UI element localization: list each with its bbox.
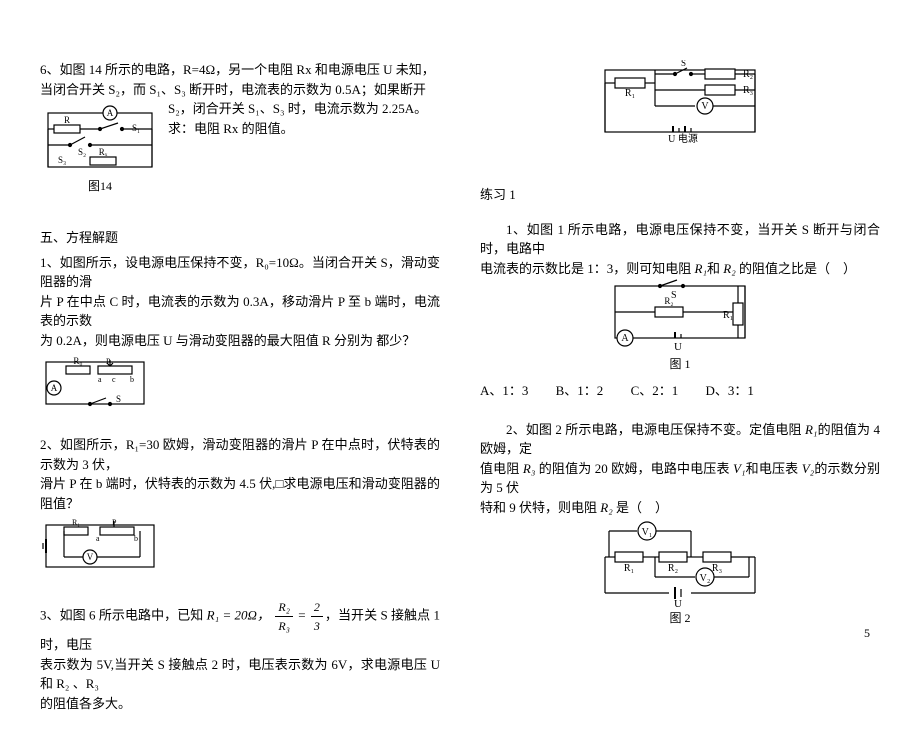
svg-text:a: a — [96, 534, 100, 543]
pr1-r2: R₂ — [723, 261, 735, 276]
frac-r2r3: R₂ R₃ — [275, 598, 293, 635]
circuit-fig2: U R₁ R₂ R₃ — [595, 517, 765, 628]
pr2-l1-prefix: 2、如图 2 所示电路，电源电压保持不变。定值电阻 — [506, 422, 805, 437]
problem-6-line1: 6、如图 14 所示的电路，R=4Ω，另一个电阻 Rx 和电源电压 U 未知， — [40, 60, 440, 80]
p5-3-line2: 表示数为 5V,当开关 S 接触点 2 时，电压表示数为 6V，求电源电压 U … — [40, 655, 440, 694]
p5-3-line1: 3、如图 6 所示电路中，已知 R₁ = 20Ω， R₂ R₃ = 2 3 ，当… — [40, 598, 440, 655]
svg-text:a: a — [98, 375, 102, 384]
choice-b: B、1：2 — [556, 383, 604, 398]
svg-text:S₃: S₃ — [58, 155, 66, 165]
p5-1-line3: 为 0.2A，则电源电压 U 与滑动变阻器的最大阻值 R 分别为 都少？ — [40, 331, 440, 351]
svg-text:A: A — [621, 333, 629, 344]
pr2-l2-prefix: 值电阻 — [480, 461, 523, 476]
pr2-l3-suffix: 是（ ） — [613, 500, 668, 515]
practice-2: 2、如图 2 所示电路，电源电压保持不变。定值电阻 R₁的阻值为 4 欧姆，定 … — [480, 420, 880, 629]
frac-23: 2 3 — [311, 598, 323, 635]
choice-c: C、2：1 — [631, 383, 679, 398]
problem-5-2: 2、如图所示，R₁=30 欧姆，滑动变阻器的滑片 P 在中点时，伏特表的示数为 … — [40, 435, 440, 580]
svg-text:R: R — [64, 115, 70, 125]
pr1-mid: 和 — [707, 261, 723, 276]
circuit-5-1: A R₀ a c b P — [40, 356, 440, 411]
pr1-r1: R₁ — [695, 261, 707, 276]
top-right-circuit: R₁ S R₂ — [480, 60, 880, 145]
problem-5-3: 3、如图 6 所示电路中，已知 R₁ = 20Ω， R₂ R₃ = 2 3 ，当… — [40, 598, 440, 713]
problem-5-1: 1、如图所示，设电源电压保持不变，R₀=10Ω。当闭合开关 S，滑动变阻器的滑 … — [40, 253, 440, 418]
svg-text:V: V — [701, 101, 709, 112]
circuit-fig1: S R₁ R₂ — [605, 278, 755, 374]
svg-text:A: A — [51, 383, 58, 393]
svg-text:R₁: R₁ — [72, 519, 80, 527]
fig1-label: 图 1 — [605, 355, 755, 374]
circuit-5-2: R₁ a P b V — [40, 519, 440, 574]
circuit-fig14: A R S₁ — [40, 105, 160, 196]
svg-text:R₃: R₃ — [712, 563, 722, 574]
fig2-label: 图 2 — [595, 609, 765, 628]
svg-text:c: c — [112, 375, 116, 384]
pr2-l3-prefix: 特和 9 伏特，则电阻 — [480, 500, 600, 515]
choice-a: A、1：3 — [480, 383, 528, 398]
section-5-title: 五、方程解题 — [40, 228, 440, 249]
svg-text:R₁: R₁ — [624, 563, 634, 574]
problem-6-line2: 当闭合开关 S₂，而 S₁、S₃ 断开时，电流表的示数为 0.5A；如果断开 — [40, 80, 440, 100]
svg-text:Rₓ: Rₓ — [99, 147, 108, 157]
svg-text:b: b — [130, 375, 134, 384]
p5-2-line1: 2、如图所示，R₁=30 欧姆，滑动变阻器的滑片 P 在中点时，伏特表的示数为 … — [40, 435, 440, 474]
svg-text:S₂: S₂ — [78, 147, 86, 157]
p5-1-line1: 1、如图所示，设电源电压保持不变，R₀=10Ω。当闭合开关 S，滑动变阻器的滑 — [40, 253, 440, 292]
practice-title: 练习 1 — [480, 185, 880, 206]
svg-text:R₂: R₂ — [668, 563, 678, 574]
svg-text:V: V — [87, 552, 94, 562]
svg-text:R₁: R₁ — [625, 88, 635, 99]
frac-val-num: 2 — [311, 598, 323, 617]
pr2-r1: R₁ — [805, 422, 817, 437]
pr2-line2: 值电阻 R₃ 的阻值为 20 欧姆，电路中电压表 V₁和电压表 V₂的示数分别为… — [480, 459, 880, 498]
pr1-l2-prefix: 电流表的示数比是 1：3，则可知电阻 — [480, 261, 695, 276]
pr2-v1: V₁ — [733, 461, 745, 476]
svg-text:S: S — [681, 60, 686, 68]
frac-den: R₃ — [275, 617, 293, 635]
p5-3-line3: 的阻值各多大。 — [40, 694, 440, 714]
pr1-l2-suffix: 的阻值之比是（ ） — [736, 261, 856, 276]
pr2-l2-mid2: 和电压表 — [746, 461, 802, 476]
fig14-label: 图14 — [40, 177, 160, 196]
svg-text:V₂: V₂ — [700, 573, 711, 584]
svg-text:P: P — [112, 519, 117, 527]
p5-3-r1: R₁ = 20Ω， — [207, 608, 270, 623]
frac-num: R₂ — [275, 598, 293, 617]
left-column: 6、如图 14 所示的电路，R=4Ω，另一个电阻 Rx 和电源电压 U 未知， … — [40, 60, 440, 731]
pr1-choices: A、1：3 B、1：2 C、2：1 D、3：1 — [480, 381, 880, 402]
svg-text:S₁: S₁ — [132, 123, 140, 133]
pr2-r2: R₂ — [600, 500, 612, 515]
pr2-line1: 2、如图 2 所示电路，电源电压保持不变。定值电阻 R₁的阻值为 4 欧姆，定 — [480, 420, 880, 459]
svg-text:A: A — [107, 108, 114, 118]
choice-d: D、3：1 — [705, 383, 753, 398]
svg-text:V₁: V₁ — [642, 527, 653, 538]
practice-1: 1、如图 1 所示电路，电源电压保持不变，当开关 S 断开与闭合时，电路中 电流… — [480, 220, 880, 402]
problem-6-line4: 求：电阻 Rx 的阻值。 — [168, 119, 440, 139]
svg-text:S: S — [116, 394, 121, 404]
svg-text:P: P — [106, 357, 111, 366]
svg-text:R₀: R₀ — [73, 356, 82, 366]
frac-val-den: 3 — [311, 617, 323, 635]
pr2-v2: V₂ — [802, 461, 814, 476]
svg-text:b: b — [134, 534, 138, 543]
svg-text:U: U — [674, 598, 682, 607]
right-column: R₁ S R₂ — [480, 60, 880, 731]
pr1-line2: 电流表的示数比是 1：3，则可知电阻 R₁和 R₂ 的阻值之比是（ ） — [480, 259, 880, 279]
svg-text:R₂: R₂ — [664, 296, 673, 306]
frac-eq: = — [295, 608, 309, 623]
problem-6-line3: S₂，闭合开关 S₁、S₃ 时，电流示数为 2.25A。 — [168, 99, 440, 119]
pr1-line1: 1、如图 1 所示电路，电源电压保持不变，当开关 S 断开与闭合时，电路中 — [480, 220, 880, 259]
problem-6: 6、如图 14 所示的电路，R=4Ω，另一个电阻 Rx 和电源电压 U 未知， … — [40, 60, 440, 202]
p5-1-line2: 片 P 在中点 C 时，电流表的示数为 0.3A，移动滑片 P 至 b 端时，电… — [40, 292, 440, 331]
pr2-l2-mid: 的阻值为 20 欧姆，电路中电压表 — [535, 461, 733, 476]
svg-text:U: U — [674, 341, 682, 353]
pr2-line3: 特和 9 伏特，则电阻 R₂ 是（ ） — [480, 498, 880, 518]
page-number: 5 — [864, 624, 870, 643]
svg-text:U 电源: U 电源 — [668, 132, 698, 145]
pr2-r3: R₃ — [523, 461, 535, 476]
p5-2-line2: 滑片 P 在 b 端时，伏特表的示数为 4.5 伏,□求电源电压和滑动变阻器的阻… — [40, 474, 440, 513]
p5-3-prefix: 3、如图 6 所示电路中，已知 — [40, 608, 207, 623]
